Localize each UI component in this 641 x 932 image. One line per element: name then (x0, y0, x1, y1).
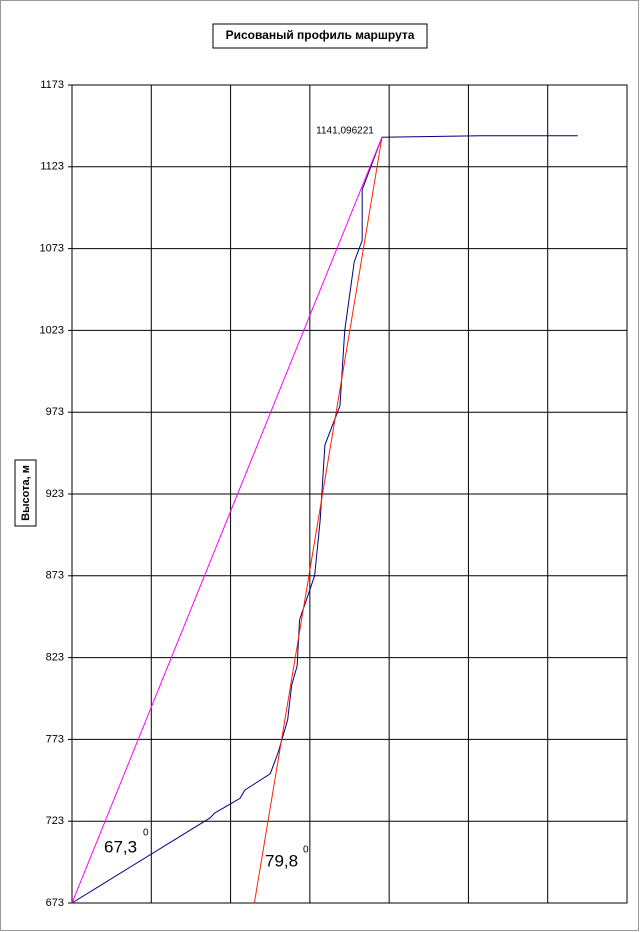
y-tick-label: 973 (46, 406, 64, 418)
y-tick-label: 873 (46, 570, 64, 582)
y-tick-label: 773 (46, 733, 64, 745)
y-tick-label: 923 (46, 488, 64, 500)
y-tick-label: 1023 (40, 324, 64, 336)
annotation: 0 (143, 828, 149, 839)
y-axis-label: Высота, м (20, 465, 32, 521)
series-line (253, 137, 383, 904)
y-tick-label: 673 (46, 897, 64, 909)
y-tick-label: 1173 (40, 79, 64, 91)
annotation: 79,8 (265, 851, 298, 870)
annotation: 1141,096221 (316, 126, 374, 137)
series-line (71, 137, 383, 904)
y-tick-label: 723 (46, 815, 64, 827)
y-tick-label: 1073 (40, 243, 64, 255)
y-label-box (14, 459, 37, 527)
title-box (212, 23, 428, 49)
annotation: 0 (303, 845, 309, 856)
series-line (71, 135, 578, 904)
annotation: 67,3 (104, 837, 137, 856)
chart-title: Рисованый профиль маршрута (226, 28, 415, 42)
y-tick-label: 823 (46, 652, 64, 664)
y-tick-label: 1123 (40, 161, 64, 173)
